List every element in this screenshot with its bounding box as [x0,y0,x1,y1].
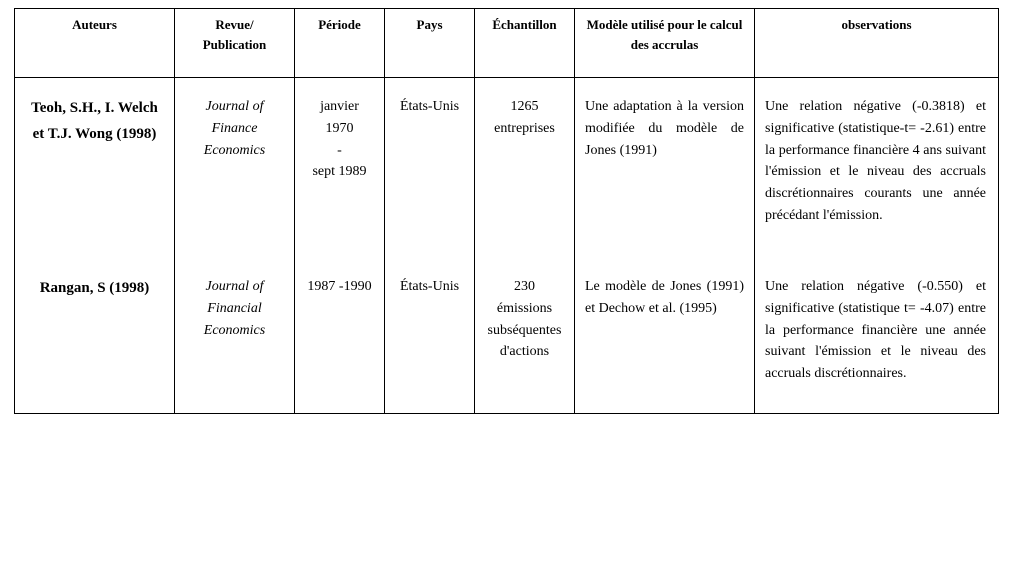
literature-table: Auteurs Revue/Publication Période Pays É… [14,8,999,414]
header-model: Modèle utilisé pour le calcul des accrul… [575,9,755,78]
header-sample: Échantillon [475,9,575,78]
header-period: Période [295,9,385,78]
cell-observations: Une relation négative (-0.3818) et signi… [755,78,999,235]
header-country: Pays [385,9,475,78]
cell-country: États-Unis [385,234,475,413]
cell-journal: Journal of Financial Economics [175,234,295,413]
cell-model: Le modèle de Jones (1991) et Dechow et a… [575,234,755,413]
literature-table-page: Auteurs Revue/Publication Période Pays É… [0,0,1013,563]
cell-authors: Rangan, S (1998) [15,234,175,413]
header-observations: observations [755,9,999,78]
table-row: Rangan, S (1998) Journal of Financial Ec… [15,234,999,413]
cell-observations: Une relation négative (-0.550) et signif… [755,234,999,413]
cell-authors: Teoh, S.H., I. Welch et T.J. Wong (1998) [15,78,175,235]
cell-period: 1987 -1990 [295,234,385,413]
header-authors: Auteurs [15,9,175,78]
table-header-row: Auteurs Revue/Publication Période Pays É… [15,9,999,78]
cell-sample: 230 émissions subséquentes d'actions [475,234,575,413]
table-row: Teoh, S.H., I. Welch et T.J. Wong (1998)… [15,78,999,235]
cell-journal: Journal of Finance Economics [175,78,295,235]
cell-model: Une adaptation à la version modifiée du … [575,78,755,235]
cell-sample: 1265 entreprises [475,78,575,235]
cell-country: États-Unis [385,78,475,235]
header-journal: Revue/Publication [175,9,295,78]
cell-period: janvier 1970-sept 1989 [295,78,385,235]
